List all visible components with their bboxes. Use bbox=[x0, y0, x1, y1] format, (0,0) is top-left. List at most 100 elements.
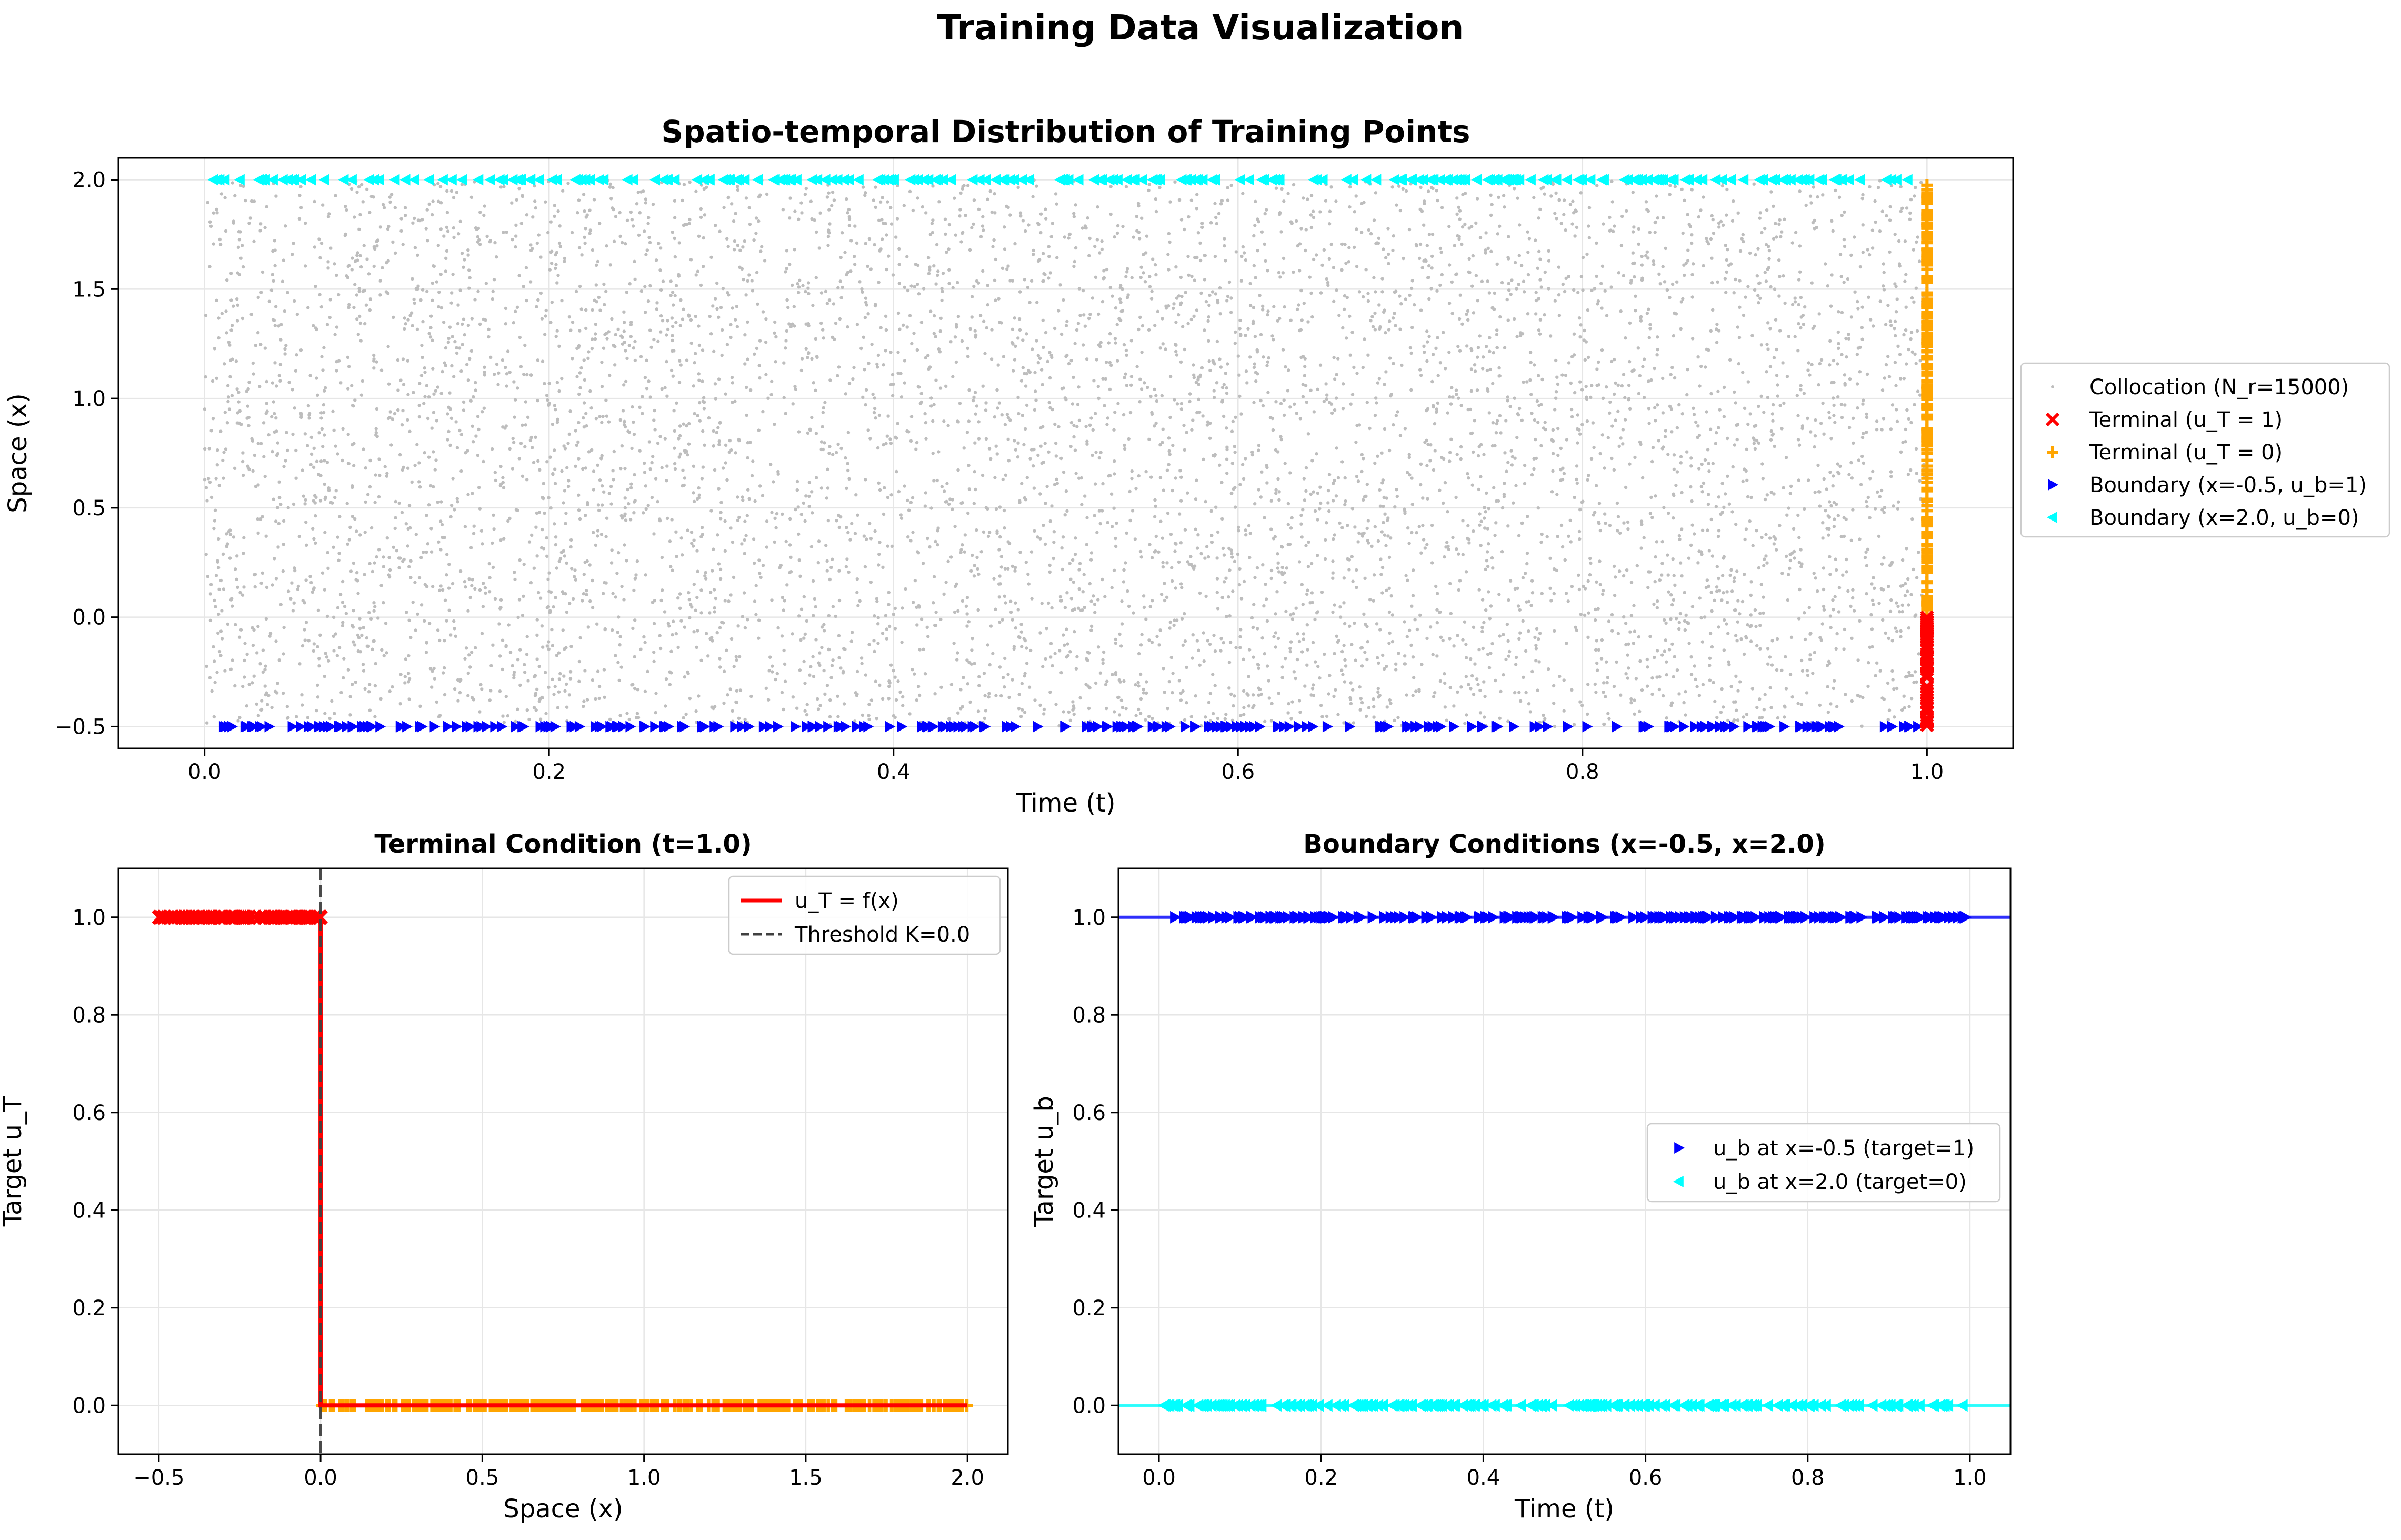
collocation-point bbox=[1514, 655, 1518, 659]
collocation-point bbox=[1708, 427, 1713, 431]
collocation-point bbox=[641, 395, 644, 398]
collocation-point bbox=[1622, 521, 1626, 525]
collocation-point bbox=[1072, 435, 1076, 439]
collocation-point bbox=[1208, 719, 1212, 723]
collocation-point bbox=[1261, 563, 1265, 567]
collocation-point bbox=[977, 572, 981, 576]
collocation-point bbox=[591, 606, 595, 609]
collocation-point bbox=[1654, 494, 1657, 498]
collocation-point bbox=[674, 632, 678, 636]
collocation-point bbox=[1886, 355, 1890, 358]
collocation-point bbox=[1196, 375, 1200, 379]
collocation-point bbox=[1759, 394, 1763, 398]
collocation-point bbox=[1295, 657, 1299, 662]
collocation-point bbox=[534, 435, 537, 439]
collocation-point bbox=[1393, 718, 1396, 723]
collocation-point bbox=[780, 634, 784, 638]
collocation-point bbox=[566, 485, 571, 488]
collocation-point bbox=[1580, 704, 1584, 707]
collocation-point bbox=[800, 211, 804, 215]
collocation-point bbox=[779, 563, 783, 567]
collocation-point bbox=[368, 708, 372, 712]
collocation-point bbox=[1376, 656, 1379, 660]
collocation-point bbox=[673, 255, 677, 259]
collocation-point bbox=[241, 244, 244, 247]
collocation-point bbox=[458, 288, 462, 292]
collocation-point bbox=[1832, 686, 1836, 691]
collocation-point bbox=[1404, 297, 1407, 301]
collocation-point bbox=[476, 415, 480, 418]
collocation-point bbox=[1304, 489, 1308, 493]
collocation-point bbox=[1278, 275, 1282, 279]
collocation-point bbox=[1799, 388, 1803, 392]
collocation-point bbox=[1448, 582, 1452, 586]
collocation-point bbox=[1414, 689, 1418, 693]
collocation-point bbox=[1575, 628, 1578, 632]
collocation-point bbox=[1098, 671, 1103, 675]
collocation-point bbox=[1153, 263, 1157, 267]
collocation-point bbox=[1344, 336, 1348, 340]
collocation-point bbox=[1465, 312, 1468, 316]
collocation-point bbox=[326, 266, 330, 270]
collocation-point bbox=[1683, 628, 1687, 632]
collocation-point bbox=[926, 256, 931, 259]
collocation-point bbox=[1891, 678, 1895, 682]
collocation-point bbox=[301, 468, 304, 472]
collocation-point bbox=[864, 673, 868, 677]
collocation-point bbox=[553, 404, 557, 407]
x-axis-label: Time (t) bbox=[1016, 788, 1116, 818]
collocation-point bbox=[1388, 319, 1392, 323]
collocation-point bbox=[834, 614, 837, 618]
collocation-point bbox=[1319, 704, 1323, 707]
collocation-point bbox=[1197, 397, 1200, 401]
collocation-point bbox=[882, 512, 886, 516]
collocation-point bbox=[1562, 198, 1566, 202]
collocation-point bbox=[1195, 639, 1199, 643]
collocation-point bbox=[819, 440, 824, 444]
collocation-point bbox=[1028, 301, 1032, 304]
collocation-point bbox=[541, 496, 544, 499]
collocation-point bbox=[206, 575, 209, 578]
collocation-point bbox=[287, 381, 291, 384]
collocation-point bbox=[1583, 613, 1587, 617]
collocation-point bbox=[544, 712, 548, 716]
collocation-point bbox=[682, 307, 685, 311]
collocation-point bbox=[800, 357, 804, 361]
collocation-point bbox=[298, 194, 302, 197]
collocation-point bbox=[929, 506, 933, 510]
collocation-point bbox=[1422, 344, 1426, 348]
collocation-point bbox=[445, 619, 448, 623]
collocation-point bbox=[1183, 612, 1186, 616]
collocation-point bbox=[1749, 613, 1753, 617]
collocation-point bbox=[1642, 396, 1646, 399]
collocation-point bbox=[531, 446, 534, 449]
collocation-point bbox=[671, 633, 674, 637]
collocation-point bbox=[1861, 223, 1865, 227]
collocation-point bbox=[1577, 529, 1582, 534]
collocation-point bbox=[551, 644, 555, 647]
collocation-point bbox=[336, 452, 339, 456]
collocation-point bbox=[814, 337, 818, 341]
collocation-point bbox=[1169, 656, 1173, 659]
collocation-point bbox=[648, 467, 652, 471]
collocation-point bbox=[703, 574, 707, 578]
collocation-point bbox=[997, 297, 1001, 301]
collocation-point bbox=[274, 577, 278, 581]
collocation-point bbox=[1303, 374, 1306, 377]
collocation-point bbox=[261, 515, 264, 518]
collocation-point bbox=[924, 491, 928, 495]
collocation-point bbox=[1658, 675, 1662, 679]
collocation-point bbox=[638, 405, 642, 409]
collocation-point bbox=[1742, 715, 1745, 719]
collocation-point bbox=[787, 216, 792, 220]
collocation-point bbox=[1559, 222, 1563, 225]
collocation-point bbox=[889, 663, 893, 667]
collocation-point bbox=[830, 557, 834, 561]
collocation-point bbox=[209, 583, 213, 586]
collocation-point bbox=[1242, 657, 1245, 661]
collocation-point bbox=[314, 514, 317, 518]
collocation-point bbox=[562, 674, 566, 678]
collocation-point bbox=[881, 632, 885, 635]
collocation-point bbox=[1074, 536, 1077, 540]
collocation-point bbox=[1836, 462, 1839, 466]
